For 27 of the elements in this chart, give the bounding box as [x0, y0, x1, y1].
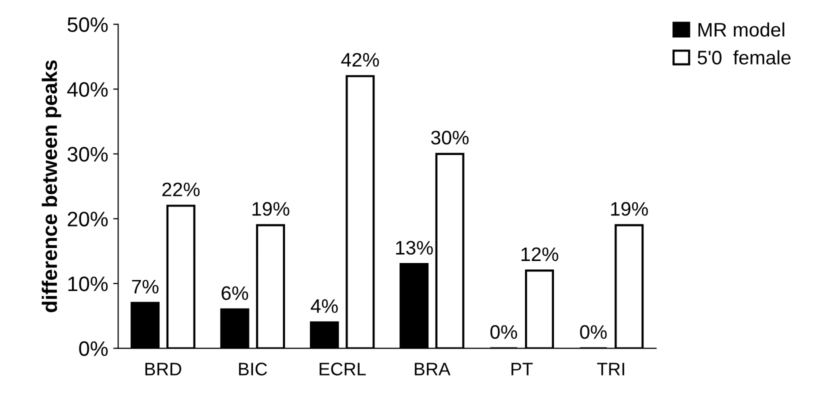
legend-label: 5'0 female [698, 50, 791, 64]
data-label: 4% [310, 299, 338, 313]
data-label: 12% [522, 247, 558, 262]
data-label: 13% [396, 240, 433, 255]
data-label: 7% [132, 280, 158, 294]
y-tick-label: 20% [68, 212, 108, 226]
data-label: 19% [252, 202, 290, 216]
y-tick-label: 50% [68, 17, 108, 32]
data-label: 6% [222, 286, 248, 300]
data-label: 22% [162, 182, 200, 196]
x-tick-label: TRI [597, 362, 624, 376]
data-label: 30% [431, 130, 469, 144]
y-axis-title: difference between peaks [42, 60, 62, 312]
x-tick-label: BRA [414, 362, 450, 376]
data-label: 0% [580, 325, 607, 339]
y-tick-label: 40% [67, 82, 108, 97]
y-tick-label: 30% [68, 146, 108, 162]
x-tick-label: ECRL [320, 362, 366, 376]
data-label: 19% [611, 202, 648, 216]
x-tick-label: PT [512, 362, 533, 376]
y-tick-label: 0% [79, 341, 108, 356]
x-tick-label: BIC [239, 362, 268, 376]
data-label: 0% [490, 325, 518, 339]
y-tick-label: 10% [68, 276, 108, 292]
x-tick-label: BRD [145, 362, 182, 376]
data-label: 42% [341, 52, 379, 67]
legend-label: MR model [698, 22, 784, 37]
